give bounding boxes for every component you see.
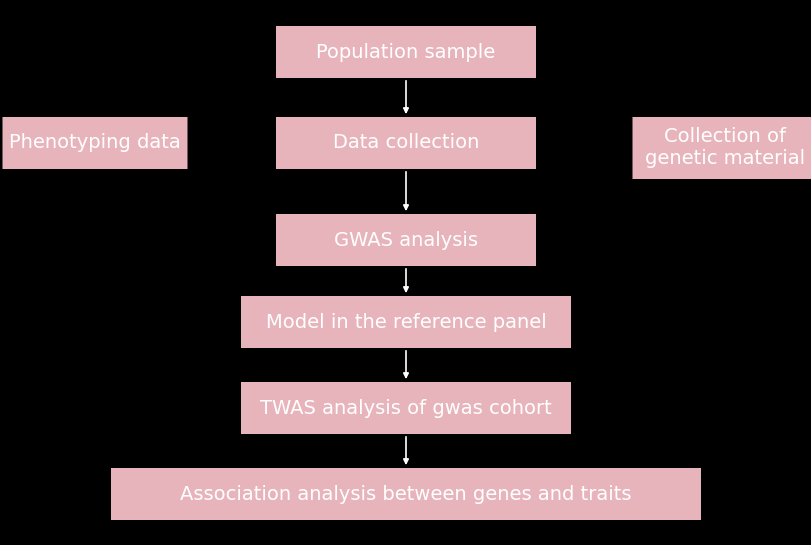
FancyBboxPatch shape xyxy=(241,296,570,348)
Text: TWAS analysis of gwas cohort: TWAS analysis of gwas cohort xyxy=(260,398,551,417)
FancyBboxPatch shape xyxy=(276,26,535,78)
Text: Collection of
genetic material: Collection of genetic material xyxy=(644,128,804,168)
Text: Phenotyping data: Phenotyping data xyxy=(9,134,181,153)
Text: GWAS analysis: GWAS analysis xyxy=(333,231,478,250)
FancyBboxPatch shape xyxy=(2,117,187,169)
Text: Data collection: Data collection xyxy=(333,134,478,153)
FancyBboxPatch shape xyxy=(276,214,535,266)
Text: Population sample: Population sample xyxy=(316,43,495,62)
FancyBboxPatch shape xyxy=(632,117,811,179)
FancyBboxPatch shape xyxy=(276,117,535,169)
FancyBboxPatch shape xyxy=(241,382,570,434)
FancyBboxPatch shape xyxy=(111,468,700,520)
Text: Model in the reference panel: Model in the reference panel xyxy=(265,312,546,331)
Text: Association analysis between genes and traits: Association analysis between genes and t… xyxy=(180,485,631,504)
